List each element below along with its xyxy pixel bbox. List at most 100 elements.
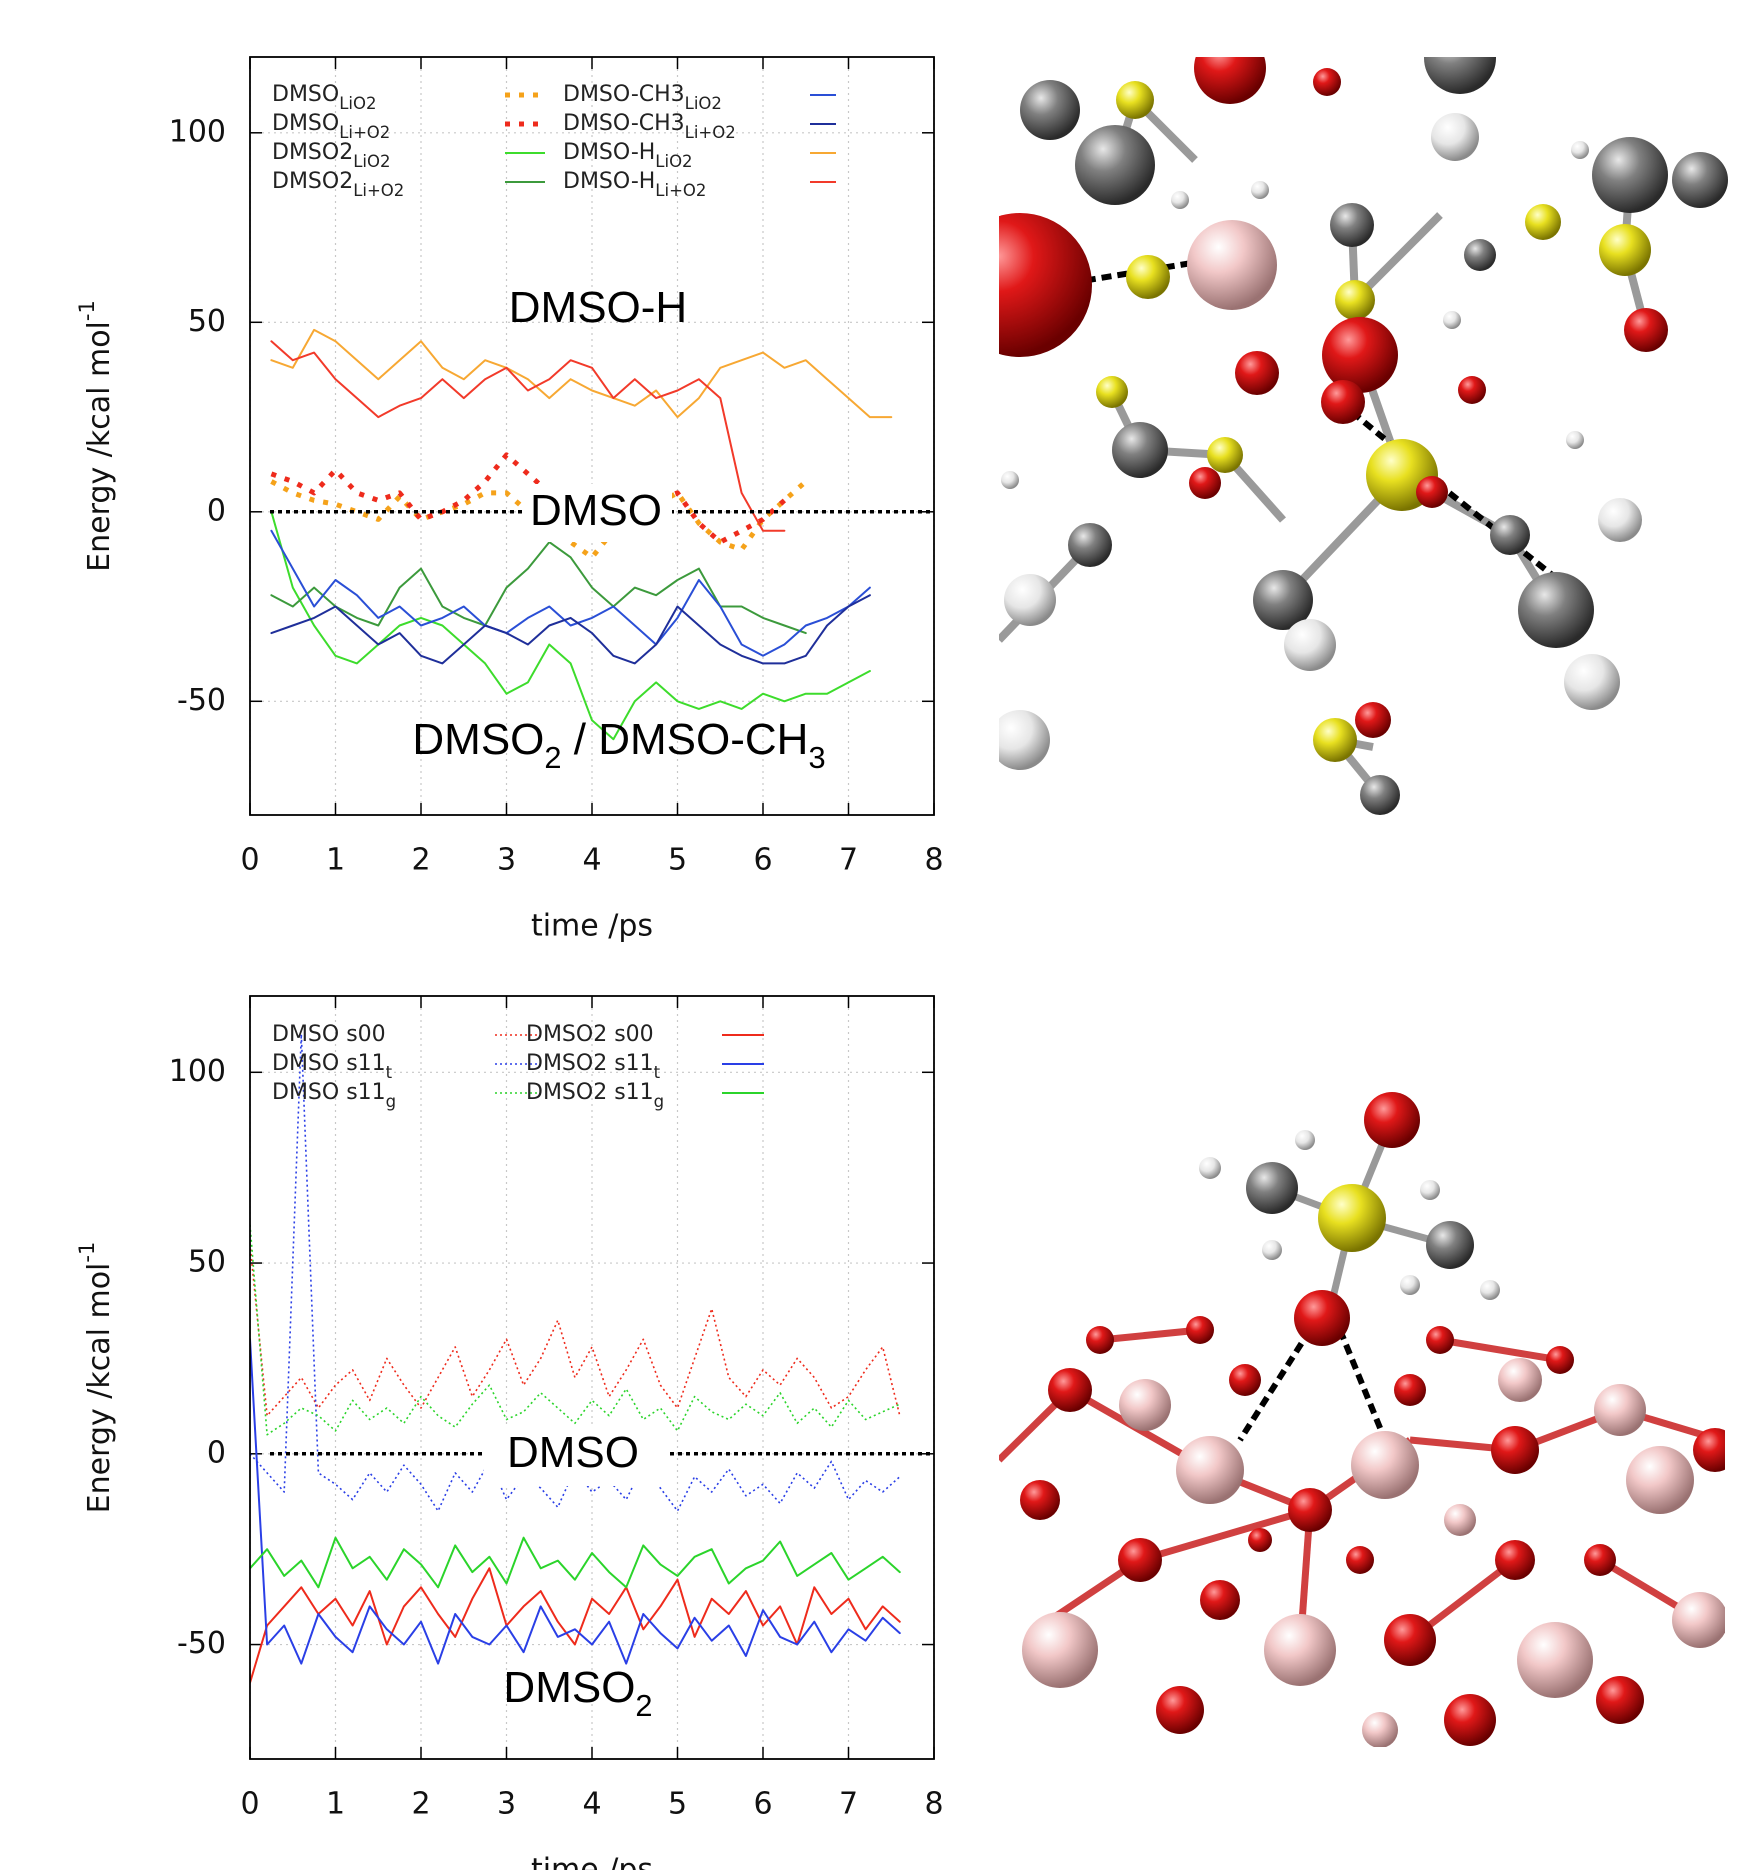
x-axis-label: time /ps (531, 909, 653, 944)
x-tick-label: 4 (582, 1787, 601, 1822)
atom (1189, 467, 1221, 499)
atom (1599, 224, 1651, 276)
atom (1400, 1275, 1420, 1295)
legend-label: DMSO-HLiO2 (563, 140, 693, 171)
atom (1464, 239, 1496, 271)
atom (1490, 515, 1530, 555)
atom (1394, 1374, 1426, 1406)
series-line (270, 510, 871, 741)
legend-label: DMSO-CH3Li+O2 (563, 111, 736, 142)
series-line (270, 328, 893, 419)
atom (1420, 1180, 1440, 1200)
atom (1075, 125, 1155, 205)
atom (1001, 471, 1019, 489)
plot-frame (249, 995, 935, 1760)
y-tick-label: 50 (188, 1245, 226, 1280)
atom (1672, 1592, 1725, 1648)
annotation-background (524, 484, 672, 542)
atom (1598, 498, 1642, 542)
annotation: DMSO (507, 1428, 639, 1477)
atom (1022, 1612, 1098, 1688)
y-tick-label: 100 (169, 1054, 226, 1089)
atom (1313, 68, 1341, 96)
legend-name: DMSO2 (272, 169, 353, 194)
atom (1207, 437, 1243, 473)
legend-subscript: t (654, 1063, 661, 1082)
x-tick-label: 5 (668, 1787, 687, 1822)
x-tick-label: 3 (497, 843, 516, 878)
legend-name: DMSO (272, 111, 339, 136)
atom (1444, 1694, 1496, 1746)
legend-name: DMSO2 s11 (526, 1080, 654, 1105)
atom (1321, 380, 1365, 424)
atom (1346, 1546, 1374, 1574)
legend-subscript: LiO2 (655, 152, 692, 171)
atom (1495, 1540, 1535, 1580)
atom (1518, 572, 1594, 648)
annotation-part: 2 (544, 740, 561, 775)
legend-name: DMSO s11 (272, 1080, 386, 1105)
atom (1284, 619, 1336, 671)
annotation-background (484, 1428, 668, 1486)
atom (1068, 523, 1112, 567)
annotation-part: DMSO (412, 715, 544, 764)
legend-subscript: t (386, 1063, 393, 1082)
legend-subscript: LiO2 (685, 94, 722, 113)
annotation-part: / DMSO-CH (562, 715, 809, 764)
annotation: DMSO (530, 486, 662, 535)
atom (1313, 718, 1357, 762)
atom (1426, 1326, 1454, 1354)
legend-subscript: LiO2 (339, 94, 376, 113)
legend-subscript: LiO2 (353, 152, 390, 171)
atom (1693, 1428, 1725, 1472)
atom (1517, 1622, 1593, 1698)
series-line (270, 452, 787, 545)
x-tick-label: 7 (839, 1787, 858, 1822)
atom (1194, 57, 1266, 104)
legend-subscript: g (654, 1092, 664, 1111)
atom (1248, 1528, 1272, 1552)
x-tick-label: 6 (753, 1787, 772, 1822)
atom (1048, 1368, 1092, 1412)
legend-label: DMSOLi+O2 (272, 111, 390, 142)
atom (1426, 1221, 1474, 1269)
atom (1491, 1426, 1539, 1474)
x-tick-label: 8 (924, 1787, 943, 1822)
legend-label: DMSO2 s11t (526, 1051, 661, 1082)
y-axis-label-part: -1 (75, 300, 99, 321)
annotation-part: DMSO (530, 486, 662, 535)
atom (1118, 1538, 1162, 1582)
legend-subscript: Li+O2 (685, 123, 736, 142)
legend-name: DMSO2 (272, 140, 353, 165)
atom (1004, 574, 1056, 626)
legend-name: DMSO s00 (272, 1022, 386, 1047)
y-tick-label: 0 (207, 493, 226, 528)
y-axis-label-part: -1 (75, 1242, 99, 1263)
atom (1571, 141, 1589, 159)
atom (1592, 137, 1668, 213)
legend-label: DMSO2Li+O2 (272, 169, 404, 200)
atom (1584, 1544, 1616, 1576)
x-axis-label: time /ps (531, 1853, 653, 1870)
atom (1431, 113, 1479, 161)
atom (1360, 775, 1400, 815)
legend-name: DMSO s11 (272, 1051, 386, 1076)
legend-label: DMSO2LiO2 (272, 140, 390, 171)
legend-name: DMSO (272, 82, 339, 107)
annotation: DMSO2 / DMSO-CH3 (412, 715, 825, 775)
annotation-part: DMSO (507, 1428, 639, 1477)
atom (1498, 1358, 1542, 1402)
x-tick-label: 1 (326, 843, 345, 878)
legend-subscript: Li+O2 (339, 123, 390, 142)
legend-subscript: Li+O2 (353, 181, 404, 200)
legend-subscript: Li+O2 (655, 181, 706, 200)
atom (1199, 1157, 1221, 1179)
atom (1235, 351, 1279, 395)
atom (1246, 1162, 1298, 1214)
molecule-render-top (999, 57, 1728, 815)
series-line (250, 1338, 901, 1665)
atom (1187, 220, 1277, 310)
legend-label: DMSO s00 (272, 1022, 386, 1047)
